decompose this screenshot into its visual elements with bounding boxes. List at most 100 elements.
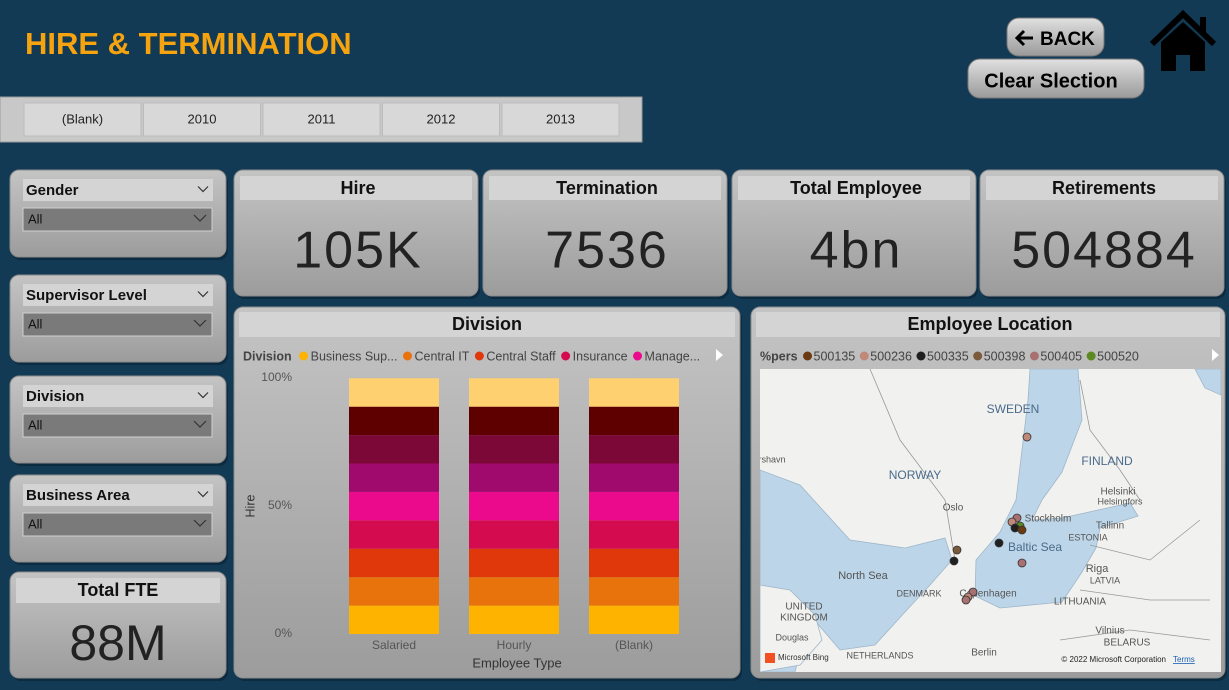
content: (Blank) 2010 2011 2012 2013 Gender All Supervis… <box>9 102 1227 681</box>
map-point[interactable] <box>952 545 962 555</box>
bar-segment <box>469 491 559 521</box>
bar-segment <box>589 435 679 464</box>
home-chimney[interactable] <box>1200 17 1206 33</box>
button-label[interactable]: Clear Slection <box>984 70 1117 92</box>
year-button[interactable] <box>23 102 142 137</box>
year-label[interactable]: 2013 <box>546 111 575 126</box>
filter-value[interactable]: All <box>28 516 43 531</box>
kpi-header <box>986 176 1218 200</box>
bar-segment <box>589 577 679 606</box>
filter-value[interactable]: All <box>28 211 43 226</box>
map-point[interactable] <box>1022 432 1032 442</box>
filter-dropdown[interactable] <box>22 207 213 232</box>
map-border <box>1089 519 1201 561</box>
y-tick-label: 50% <box>268 498 292 512</box>
fte-label: Total FTE <box>78 580 159 600</box>
map-point[interactable] <box>1017 558 1027 568</box>
fte-value: 88M <box>69 615 166 671</box>
filter-header <box>23 484 213 506</box>
map-label: Copenhagen <box>959 589 1016 600</box>
kpi-value: 4bn <box>810 222 903 280</box>
kpi-card <box>233 169 479 297</box>
filter-dropdown[interactable] <box>22 413 213 438</box>
legend-label: Central Staff <box>486 349 556 363</box>
chevron <box>193 214 207 222</box>
year-label[interactable]: (Blank) <box>62 111 103 126</box>
filter-dropdown[interactable] <box>22 312 213 337</box>
kpi-label: Retirements <box>1052 178 1156 198</box>
bar-segment <box>589 520 679 549</box>
legend-next[interactable] <box>716 349 723 361</box>
filter-label: Supervisor Level <box>26 287 147 304</box>
bar-segment <box>469 548 559 578</box>
legend-title: Division <box>243 349 292 363</box>
button-label[interactable]: BACK <box>1040 29 1095 50</box>
chevron <box>193 420 207 428</box>
fte-header <box>16 578 220 603</box>
bar-segment <box>589 548 679 578</box>
home-roof[interactable] <box>1149 9 1217 47</box>
chevron <box>197 186 209 193</box>
map-terms[interactable]: Terms <box>1173 655 1195 664</box>
x-tick-label: Hourly <box>497 638 532 652</box>
map-label: Baltic Sea <box>1008 540 1062 554</box>
year-label[interactable]: 2011 <box>308 111 336 126</box>
map-point[interactable] <box>1017 525 1027 535</box>
arrow-icon <box>1014 29 1033 47</box>
year-button[interactable] <box>501 102 620 137</box>
year-label[interactable]: 2010 <box>188 111 217 126</box>
map-label: Helsingfors <box>1097 496 1143 506</box>
map-view: SWEDEN NORWAY FINLAND Oslo Stockholm Helsinki… <box>758 369 1221 672</box>
filter-value[interactable]: All <box>28 316 43 331</box>
map-label: Douglas <box>775 632 809 642</box>
legend-next[interactable] <box>1212 349 1219 361</box>
home-body[interactable] <box>1161 22 1205 71</box>
bar-segment <box>589 463 679 492</box>
button-body[interactable] <box>967 58 1145 99</box>
kpi-value: 105K <box>293 222 422 280</box>
filter-label: Division <box>26 388 84 405</box>
map-water <box>1194 369 1221 396</box>
map-point[interactable] <box>994 538 1004 548</box>
year-button[interactable] <box>262 102 381 137</box>
map-label: Berlin <box>971 648 997 659</box>
kpi-card <box>482 169 728 297</box>
kpi-card <box>979 169 1225 297</box>
year-label[interactable]: 2012 <box>427 111 456 126</box>
map-bing: Microsoft Bing <box>778 653 829 662</box>
legend-label: 500335 <box>927 349 969 363</box>
chevron <box>197 491 209 498</box>
legend-marker <box>299 351 309 361</box>
filter-dropdown[interactable] <box>22 512 213 537</box>
filter-value[interactable]: All <box>28 417 43 432</box>
map-label: KINGDOM <box>780 613 828 624</box>
map-label: NORWAY <box>889 468 941 482</box>
back-button[interactable]: BACK <box>1006 17 1105 57</box>
legend-marker <box>1086 351 1096 361</box>
year-button[interactable] <box>143 102 261 137</box>
y-tick-label: 100% <box>261 370 292 384</box>
map-label: Vilnius <box>1095 626 1124 637</box>
map-label: Riga <box>1086 563 1110 575</box>
kpi-header <box>738 176 970 200</box>
chevron <box>197 291 209 298</box>
year-button[interactable] <box>382 102 500 137</box>
bing-logo <box>765 653 775 663</box>
bar-segment <box>349 435 439 464</box>
map-point[interactable] <box>961 595 971 605</box>
home-icon[interactable] <box>1149 9 1217 71</box>
chart-title: Division <box>452 314 522 334</box>
kpi-header <box>489 176 721 200</box>
bar-segment <box>349 605 439 634</box>
map-label: rshavn <box>758 454 785 464</box>
map-point[interactable] <box>949 556 959 566</box>
map-label: Helsinki <box>1100 487 1135 498</box>
legend-marker <box>916 351 926 361</box>
button-body[interactable] <box>1006 17 1105 57</box>
page-title: HIRE & TERMINATION <box>25 26 352 61</box>
map-label: North Sea <box>838 570 888 582</box>
chart-header <box>239 312 735 337</box>
map-legend-title: %pers <box>760 349 798 363</box>
clear-button[interactable]: Clear Slection <box>967 58 1145 99</box>
